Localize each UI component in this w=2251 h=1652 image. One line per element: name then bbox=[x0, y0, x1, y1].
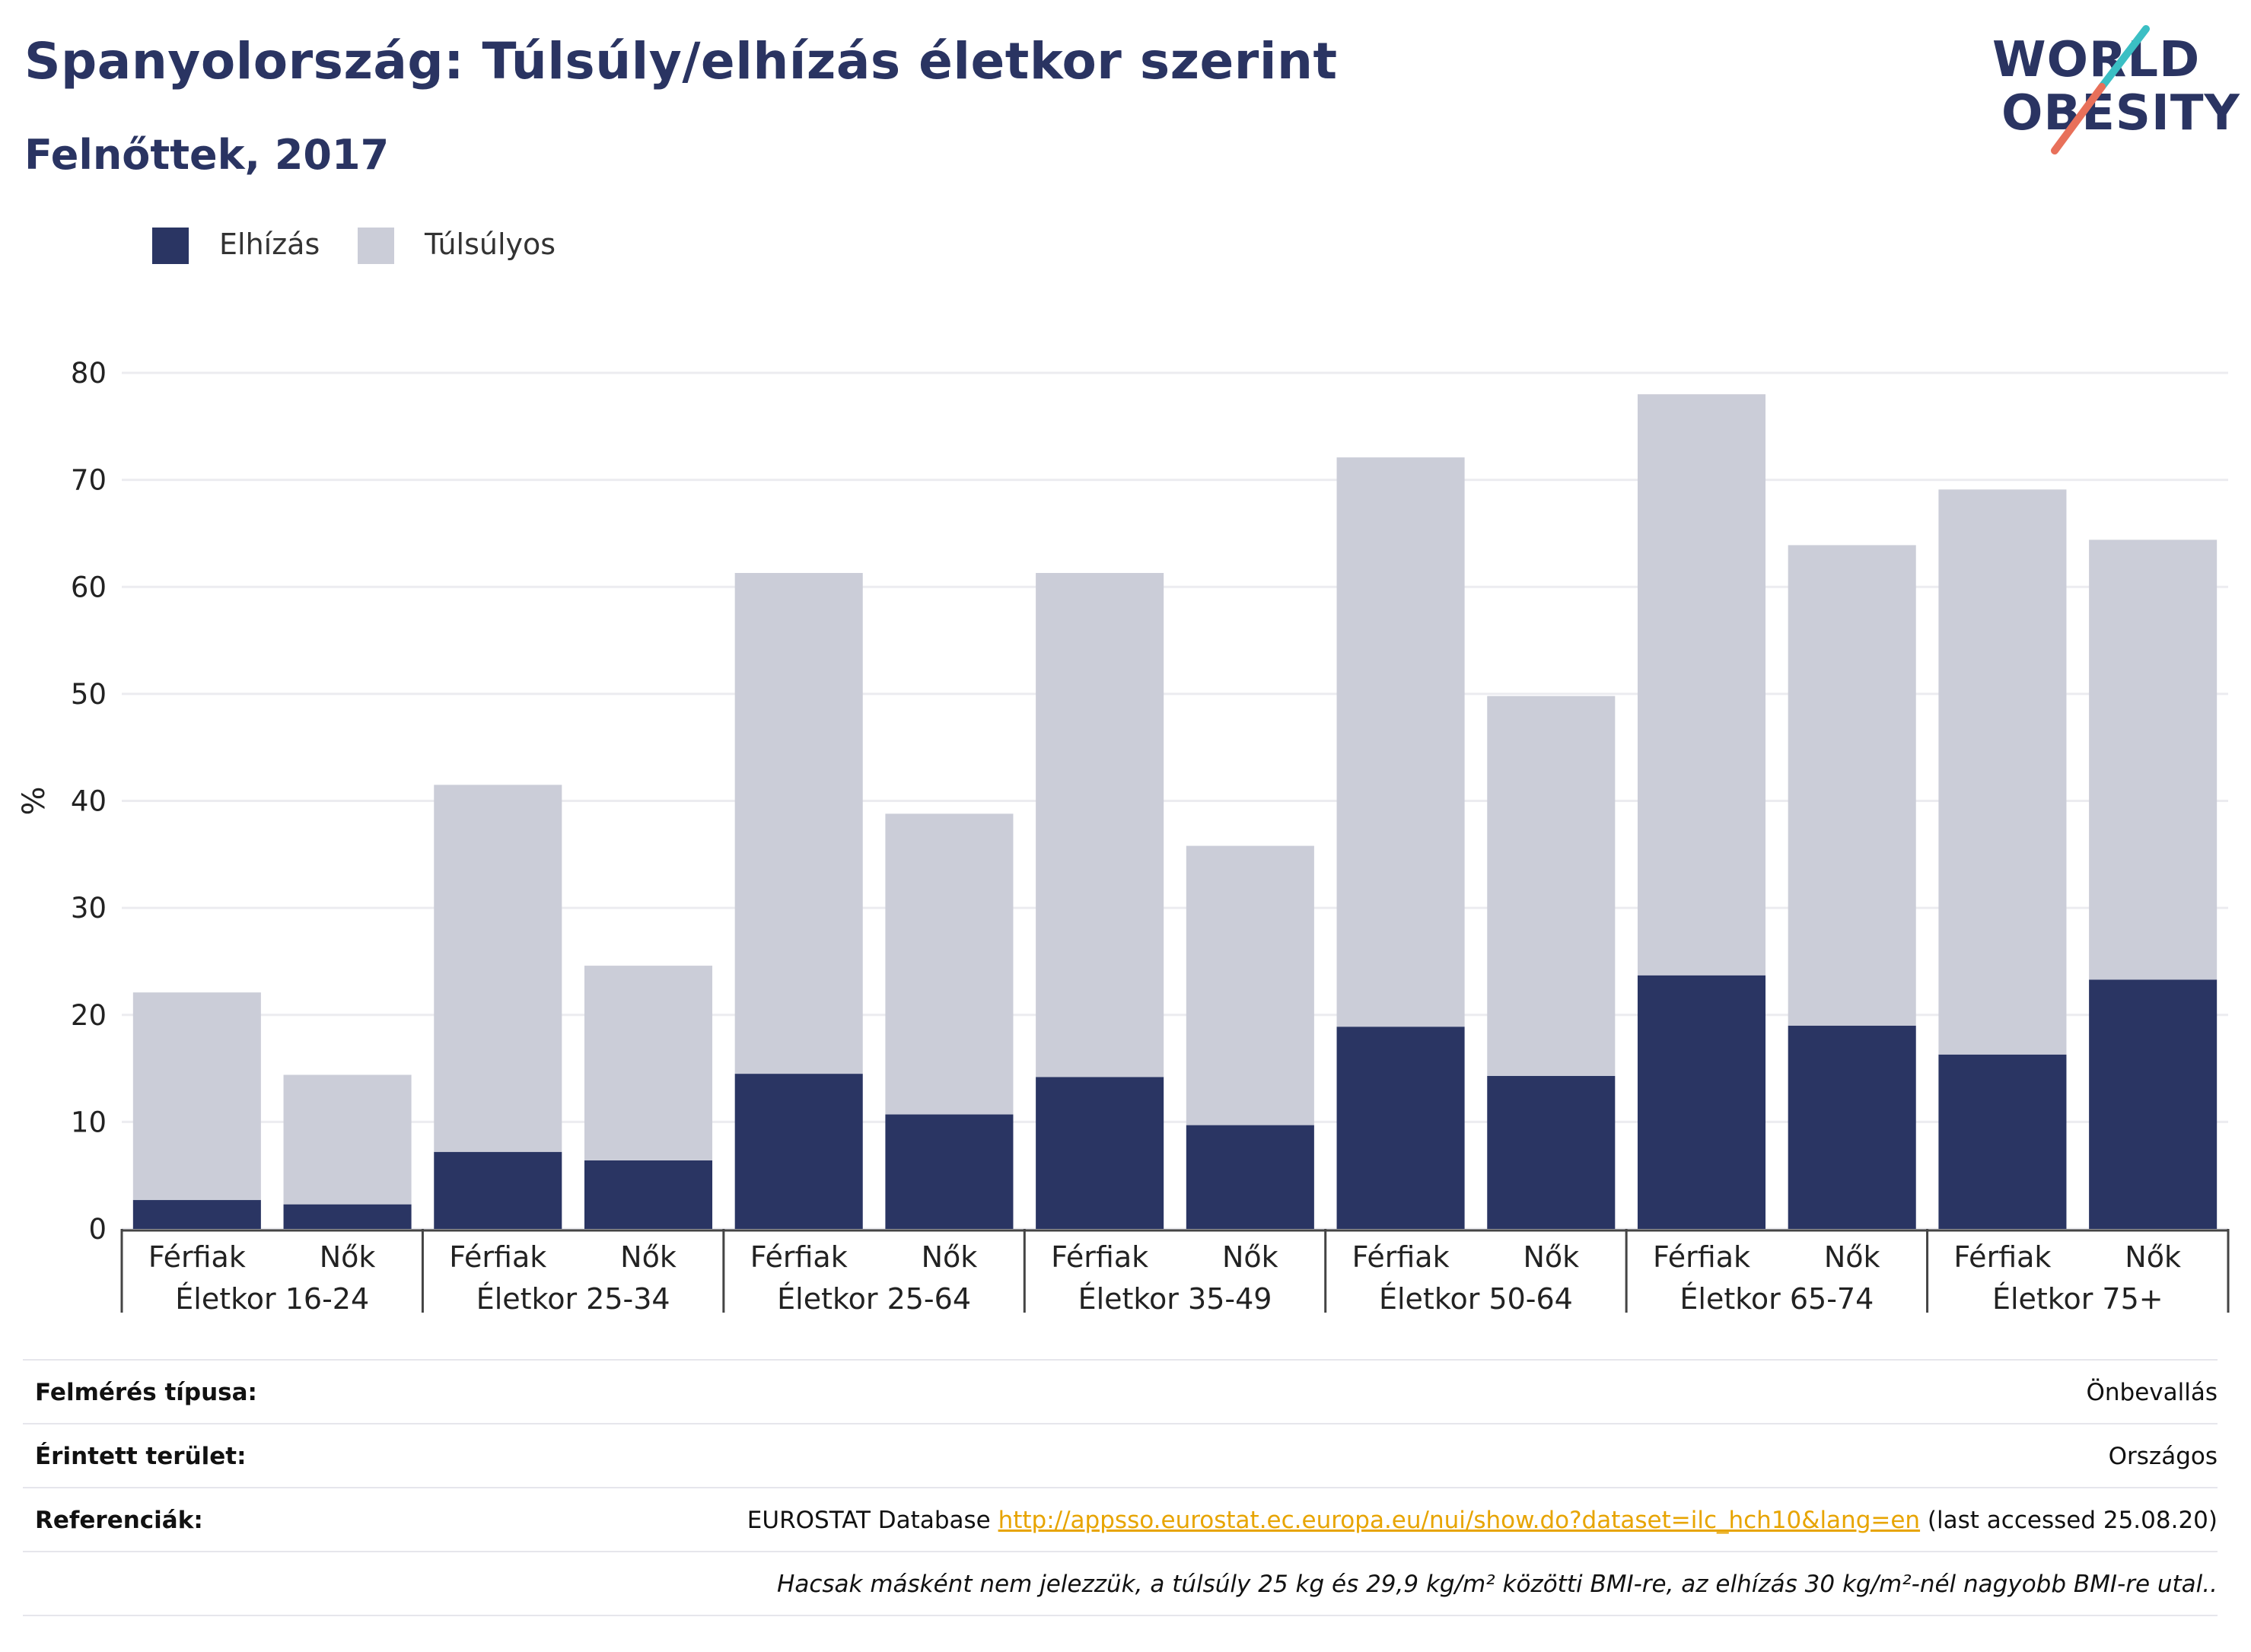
legend-label-elhizas: Elhízás bbox=[219, 228, 320, 261]
x-subcategory-label: Férfiak bbox=[449, 1240, 546, 1274]
bar-tulsulyos bbox=[1487, 695, 1616, 1076]
info-row-survey-type: Felmérés típusa: Önbevallás bbox=[23, 1361, 2218, 1424]
bar-elhizas bbox=[734, 1074, 863, 1229]
x-group-label: Életkor 65-74 bbox=[1679, 1282, 1874, 1316]
bar-elhizas bbox=[1487, 1075, 1616, 1229]
x-group-label: Életkor 75+ bbox=[1992, 1282, 2163, 1316]
legend-swatch-tulsulyos bbox=[358, 228, 394, 264]
y-tick-label: 10 bbox=[71, 1106, 107, 1138]
reference-prefix: EUROSTAT Database bbox=[747, 1507, 998, 1534]
bar-tulsulyos bbox=[2089, 540, 2218, 980]
bar-elhizas bbox=[1036, 1077, 1164, 1229]
info-value-survey-type: Önbevallás bbox=[2086, 1379, 2218, 1406]
x-subcategory-label: Férfiak bbox=[1051, 1240, 1148, 1274]
x-subcategory-label: Nők bbox=[620, 1240, 677, 1274]
info-key-area: Érintett terület: bbox=[35, 1443, 247, 1470]
x-subcategory-label: Férfiak bbox=[1352, 1240, 1450, 1274]
info-key-survey-type: Felmérés típusa: bbox=[35, 1379, 257, 1406]
x-group-label: Életkor 16-24 bbox=[175, 1282, 369, 1316]
bar-elhizas bbox=[584, 1160, 713, 1229]
info-key-references: Referenciák: bbox=[35, 1507, 203, 1534]
bar-elhizas bbox=[885, 1114, 1014, 1229]
y-tick-label: 20 bbox=[71, 999, 107, 1032]
stacked-bar-chart: 0 10 20 30 40 50 60 70 80% Férfiak Nők Férfiak Nők Fé… bbox=[17, 357, 2230, 1316]
bar-tulsulyos bbox=[1036, 572, 1164, 1077]
y-tick-label: 80 bbox=[71, 357, 107, 390]
bar-tulsulyos bbox=[1336, 457, 1465, 1027]
x-subcategory-label: Nők bbox=[1824, 1240, 1880, 1274]
y-tick-label: 70 bbox=[71, 464, 107, 497]
legend-swatch-elhizas bbox=[152, 228, 189, 264]
bar-tulsulyos bbox=[734, 572, 863, 1074]
bar-tulsulyos bbox=[1788, 545, 1916, 1026]
bar-elhizas bbox=[434, 1151, 562, 1229]
bar-tulsulyos bbox=[283, 1074, 412, 1205]
bar-elhizas bbox=[1938, 1054, 2067, 1229]
bar-tulsulyos bbox=[1186, 845, 1314, 1125]
bar-tulsulyos bbox=[584, 966, 713, 1160]
x-subcategory-label: Nők bbox=[2125, 1240, 2181, 1274]
bar-elhizas bbox=[1336, 1027, 1465, 1229]
logo-slash-icon bbox=[2051, 25, 2150, 154]
info-value-area: Országos bbox=[2108, 1443, 2218, 1470]
info-value-references: EUROSTAT Database http://appsso.eurostat… bbox=[747, 1507, 2218, 1534]
bar-tulsulyos bbox=[1938, 489, 2067, 1055]
bar-tulsulyos bbox=[885, 813, 1014, 1115]
logo-line-2: OBESITY bbox=[2001, 85, 2240, 142]
logo-line-1: WORLD bbox=[1992, 32, 2201, 88]
x-subcategory-label: Férfiak bbox=[148, 1240, 246, 1274]
x-subcategory-label: Férfiak bbox=[1653, 1240, 1750, 1274]
info-row-references: Referenciák: EUROSTAT Database http://ap… bbox=[23, 1488, 2218, 1552]
x-subcategory-label: Férfiak bbox=[1953, 1240, 2051, 1274]
info-table: Felmérés típusa: Önbevallás Érintett ter… bbox=[23, 1359, 2218, 1616]
bar-elhizas bbox=[283, 1204, 412, 1229]
info-row-note: Hacsak másként nem jelezzük, a túlsúly 2… bbox=[23, 1552, 2218, 1616]
x-subcategory-label: Nők bbox=[922, 1240, 978, 1274]
x-group-label: Életkor 25-34 bbox=[476, 1282, 670, 1316]
x-subcategory-label: Férfiak bbox=[750, 1240, 848, 1274]
x-group-label: Életkor 50-64 bbox=[1379, 1282, 1573, 1316]
page-subtitle: Felnőttek, 2017 bbox=[24, 131, 390, 179]
bar-elhizas bbox=[1637, 975, 1766, 1229]
y-tick-label: 50 bbox=[71, 678, 107, 711]
bar-tulsulyos bbox=[132, 992, 261, 1201]
page-title: Spanyolország: Túlsúly/elhízás életkor s… bbox=[24, 32, 1338, 91]
bar-tulsulyos bbox=[1637, 394, 1766, 976]
x-subcategory-label: Nők bbox=[1523, 1240, 1579, 1274]
y-tick-label: 30 bbox=[71, 892, 107, 925]
x-subcategory-label: Nők bbox=[1222, 1240, 1278, 1274]
bar-elhizas bbox=[2089, 979, 2218, 1229]
bar-tulsulyos bbox=[434, 785, 562, 1152]
y-axis-label: % bbox=[17, 786, 52, 815]
legend-label-tulsulyos: Túlsúlyos bbox=[425, 228, 556, 261]
info-row-area: Érintett terület: Országos bbox=[23, 1424, 2218, 1488]
reference-link[interactable]: http://appsso.eurostat.ec.europa.eu/nui/… bbox=[998, 1507, 1921, 1534]
x-subcategory-label: Nők bbox=[320, 1240, 376, 1274]
y-tick-label: 0 bbox=[88, 1213, 107, 1246]
y-tick-label: 60 bbox=[71, 571, 107, 603]
bar-elhizas bbox=[132, 1200, 261, 1229]
x-group-label: Életkor 35-49 bbox=[1078, 1282, 1272, 1316]
bar-elhizas bbox=[1788, 1025, 1916, 1229]
world-obesity-logo: WORLD OBESITY bbox=[1979, 23, 2240, 160]
info-value-note: Hacsak másként nem jelezzük, a túlsúly 2… bbox=[777, 1571, 2218, 1598]
bar-elhizas bbox=[1186, 1125, 1314, 1229]
reference-suffix: (last accessed 25.08.20) bbox=[1920, 1507, 2218, 1534]
x-group-label: Életkor 25-64 bbox=[777, 1282, 971, 1316]
y-tick-label: 40 bbox=[71, 785, 107, 818]
